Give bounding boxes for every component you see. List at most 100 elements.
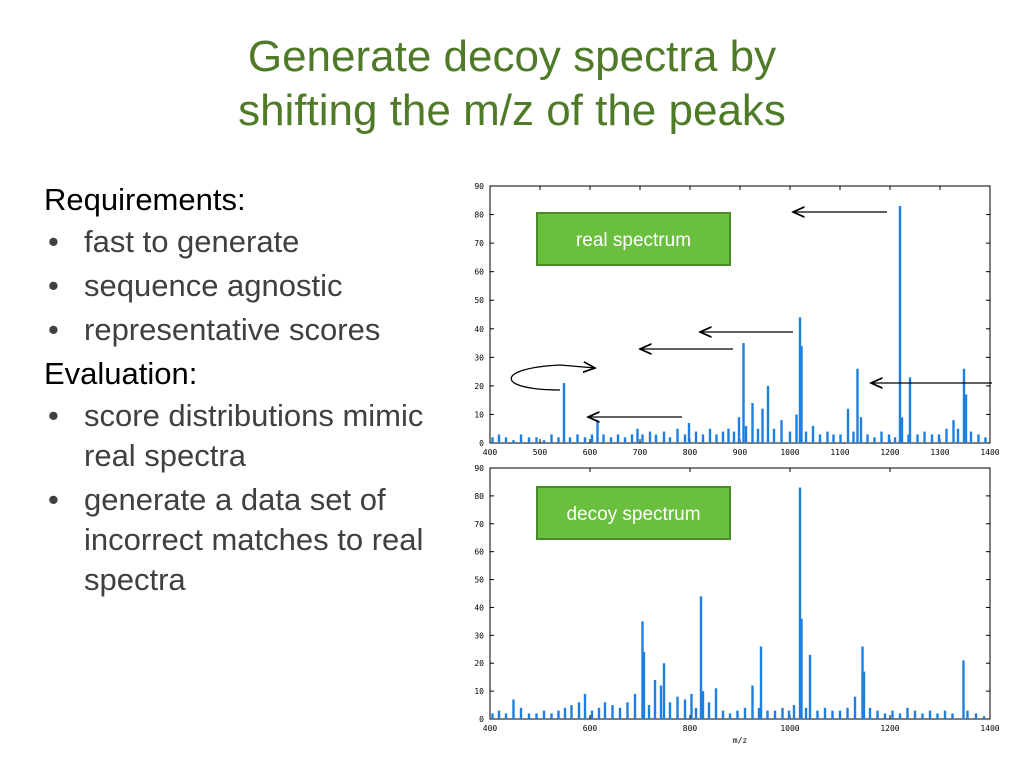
peak-bar [756, 428, 760, 443]
peak-bar [969, 431, 973, 443]
peak-bar [977, 434, 980, 443]
peak-bar [654, 434, 658, 443]
peak-bar [928, 710, 932, 719]
peak-bar [743, 707, 747, 719]
peak-bar [937, 434, 941, 443]
peak-bar [583, 437, 587, 443]
title-line-1: Generate decoy spectra by [247, 32, 777, 81]
peak-bar [945, 428, 948, 443]
x-tick-label: 1000 [780, 724, 799, 733]
bullet-icon: • [48, 312, 59, 347]
peak-bar [798, 487, 802, 719]
peak-bar [583, 693, 587, 719]
peak-bar [839, 434, 842, 443]
peak-bar [898, 713, 902, 719]
requirement-text: sequence agnostic [84, 268, 343, 303]
peak-bar [887, 434, 891, 443]
x-tick-label: 800 [683, 448, 698, 457]
peak-bar [759, 646, 763, 719]
y-tick-label: 20 [474, 382, 484, 391]
peak-bar [668, 437, 672, 443]
peak-bar [512, 440, 515, 443]
peak-bar [676, 428, 679, 443]
y-tick-label: 50 [474, 296, 484, 305]
wraparound-arrow [510, 365, 595, 391]
peak-bar [611, 705, 614, 719]
peak-bar [846, 408, 850, 443]
peak-bar [907, 434, 910, 443]
peak-bar [662, 663, 666, 719]
x-tick-label: 600 [583, 724, 598, 733]
peak-bar [772, 428, 776, 443]
peak-bar [761, 408, 764, 443]
peak-bar [788, 431, 792, 443]
requirement-text: representative scores [84, 312, 381, 347]
peak-bar [527, 713, 531, 719]
peak-bar [732, 431, 736, 443]
x-tick-label: 600 [583, 448, 598, 457]
peak-bar [974, 713, 978, 719]
peak-bar [618, 707, 622, 719]
y-tick-label: 40 [474, 325, 484, 334]
x-tick-label: 500 [533, 448, 548, 457]
peak-bar [916, 434, 919, 443]
peak-bar [832, 434, 835, 443]
spectrum-label-box [536, 486, 731, 540]
evaluation-text: generate a data set of incorrect matches… [84, 482, 424, 597]
y-tick-label: 70 [474, 239, 484, 248]
peak-bar [838, 710, 842, 719]
peak-bar [846, 707, 849, 719]
peak-bar [921, 713, 924, 719]
peak-bar [736, 710, 739, 719]
peak-bar [766, 385, 770, 443]
peak-bar [800, 618, 803, 719]
peak-bar [641, 621, 644, 719]
real-spectrum-panel: 0 10 20 30 40 50 60 70 80 90 400 500 600 700 800 900 100… [474, 182, 999, 457]
y-tick-label: 40 [474, 603, 484, 612]
peak-bar [715, 434, 718, 443]
peak-bar [557, 710, 560, 719]
bullet-icon: • [48, 224, 59, 259]
peak-bar [792, 705, 796, 719]
peak-bar [773, 710, 777, 719]
slide-title: Generate decoy spectra by shifting the m… [60, 30, 964, 138]
peak-bar [787, 710, 791, 719]
peak-bar [823, 707, 827, 719]
y-tick-label: 70 [474, 520, 484, 529]
requirement-item: • representative scores [44, 310, 384, 350]
peak-bar [519, 434, 523, 443]
peak-bar [913, 710, 917, 719]
peak-bar [694, 431, 698, 443]
peak-bar [859, 417, 863, 443]
peak-bar [668, 702, 672, 719]
x-tick-label: 400 [483, 724, 498, 733]
peak-bar [856, 368, 859, 443]
peak-bar [623, 437, 627, 443]
y-tick-label: 0 [479, 439, 484, 448]
x-tick-label: 400 [483, 448, 498, 457]
evaluation-text: score distributions mimic real spectra [84, 398, 424, 473]
peak-bar [535, 437, 538, 443]
peak-bar [962, 368, 966, 443]
peak-bar [714, 688, 718, 719]
peak-bar [804, 707, 808, 719]
peak-bar [568, 437, 572, 443]
peak-bar [676, 696, 679, 719]
y-tick-label: 90 [474, 464, 484, 473]
peak-bar [707, 702, 711, 719]
peak-bar [701, 691, 705, 719]
peak-bar [504, 713, 508, 719]
requirements-heading: Requirements: [44, 182, 246, 217]
peak-bar [653, 679, 657, 719]
requirement-item: • sequence agnostic [44, 266, 454, 306]
peak-bar [616, 434, 620, 443]
spectrum-label: decoy spectrum [536, 486, 731, 540]
peak-bar [491, 713, 494, 719]
peak-bar [535, 713, 538, 719]
peak-bar [602, 434, 605, 443]
peak-bar [659, 685, 663, 719]
peak-bar [816, 710, 819, 719]
requirement-text: fast to generate [84, 224, 300, 259]
peak-bar [880, 431, 883, 443]
peak-bar [962, 660, 965, 719]
